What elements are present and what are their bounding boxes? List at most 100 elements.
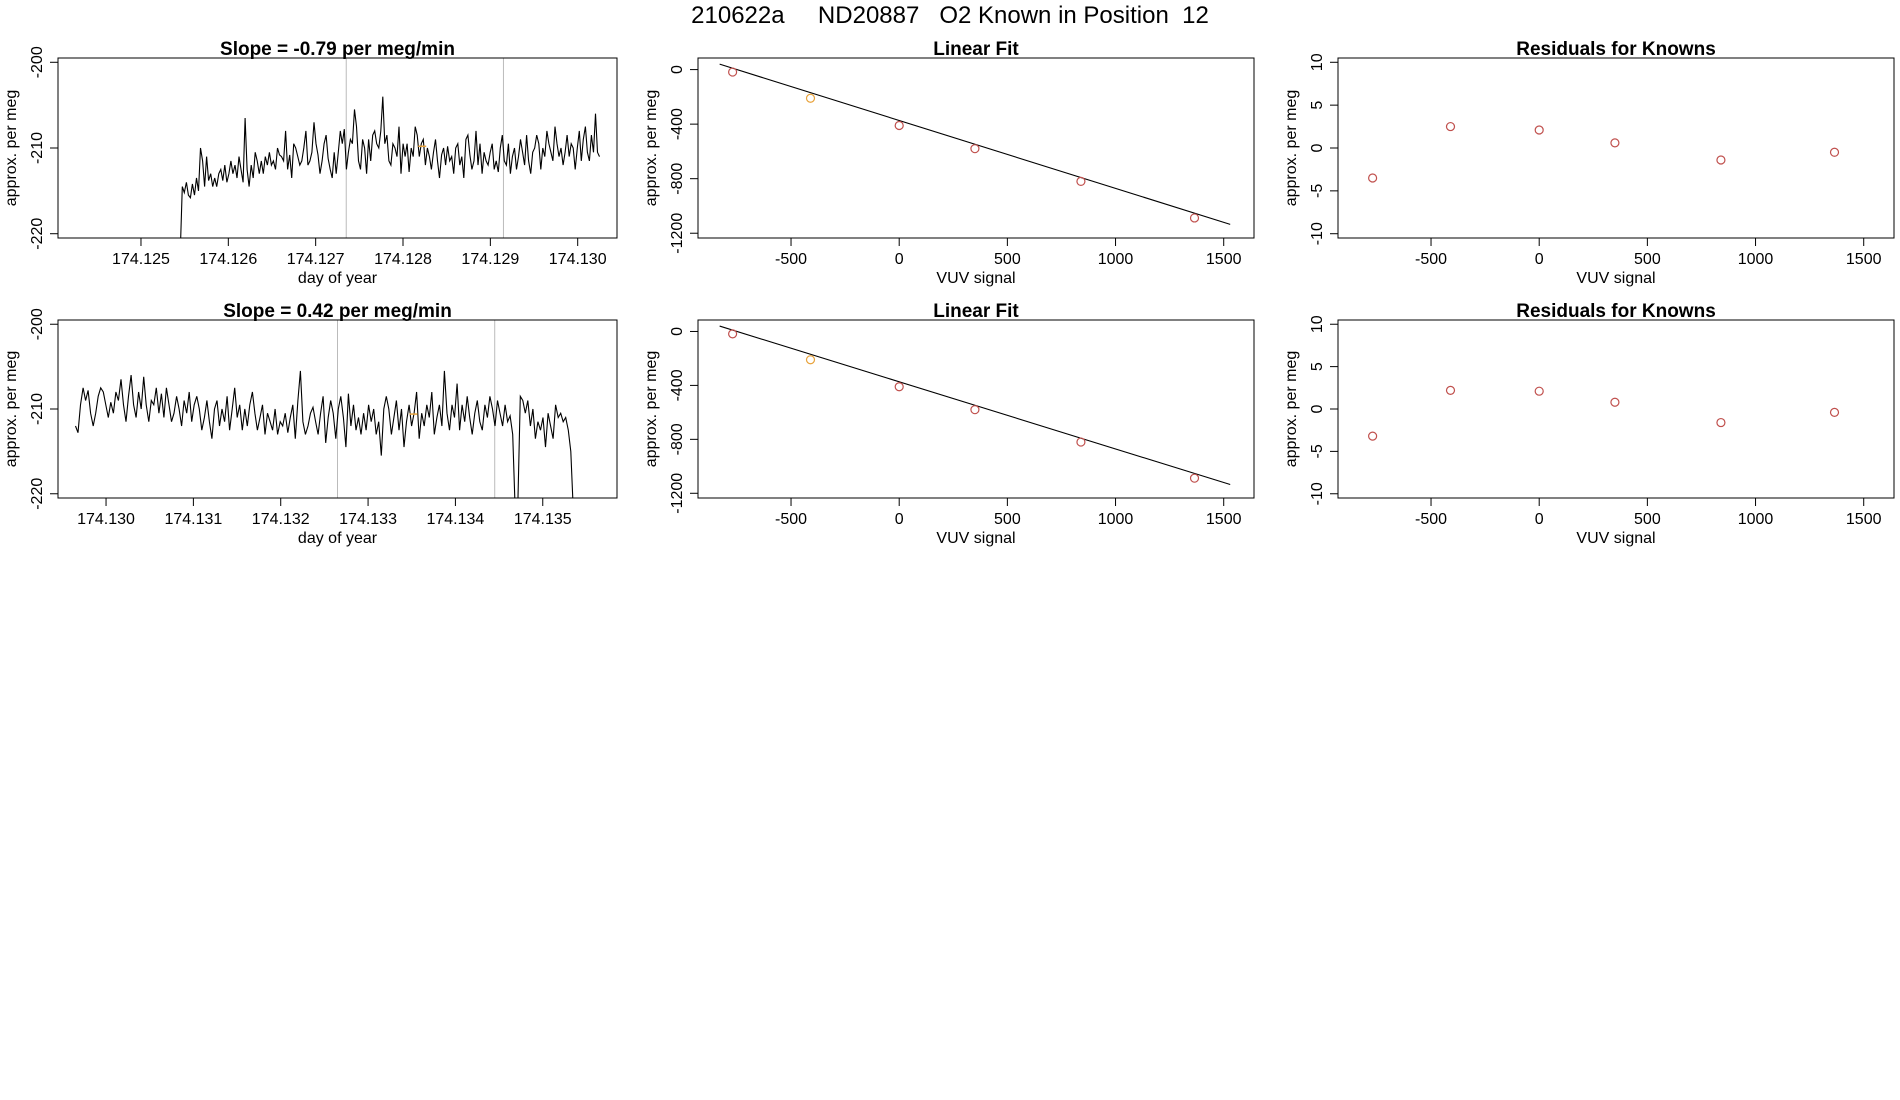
x-tick-label: -500 [1415, 511, 1447, 528]
y-tick-label: -800 [669, 163, 686, 195]
data-point [1716, 417, 1726, 428]
chart-title: Slope = -0.79 per meg/min [220, 39, 455, 60]
data-point [1189, 213, 1200, 223]
x-tick-label: 174.130 [77, 511, 135, 528]
x-tick-label: 174.130 [549, 251, 607, 268]
chart-plot-area [719, 325, 1231, 486]
x-tick-label: 174.131 [164, 511, 222, 528]
y-tick-label: -220 [29, 218, 46, 250]
y-tick-label: 10 [1309, 53, 1326, 71]
y-tick-label: -400 [669, 108, 686, 140]
y-tick-label: -400 [669, 369, 686, 401]
y-axis-label: approx. per meg [1283, 90, 1300, 207]
x-tick-label: 500 [994, 511, 1021, 528]
y-axis-label: approx. per meg [643, 351, 660, 468]
y-tick-label: -200 [29, 308, 46, 340]
x-tick-label: 174.126 [199, 251, 257, 268]
x-tick-label: 0 [1535, 251, 1544, 268]
y-tick-label: -10 [1309, 482, 1326, 505]
y-tick-label: 0 [1309, 404, 1326, 413]
x-tick-label: 0 [895, 251, 904, 268]
chart-title: Linear Fit [933, 39, 1019, 60]
data-point [1368, 173, 1378, 183]
x-tick-label: 1500 [1206, 251, 1242, 268]
data-point [1610, 138, 1620, 148]
plot-frame [1337, 57, 1895, 239]
chart-title: Residuals for Knowns [1516, 39, 1716, 60]
data-point [1445, 385, 1456, 395]
data-point [805, 355, 816, 365]
chart-panel-time-series-bottom: Slope = 0.42 per meg/min 174.130 174.131 17… [3, 301, 618, 547]
x-tick-label: 1500 [1846, 511, 1882, 528]
chart-panel-linear-fit-bottom: Linear Fit -500 0 500 1000 1500 VUV signal -120… [643, 301, 1255, 547]
y-tick-label: 0 [1309, 143, 1326, 152]
data-point [1368, 431, 1378, 441]
data-point [1534, 125, 1544, 135]
x-tick-label: 500 [1634, 511, 1661, 528]
chart-plot-area [180, 58, 600, 238]
y-tick-label: 0 [669, 327, 686, 336]
series-line [180, 96, 600, 238]
y-tick-label: -200 [29, 46, 46, 78]
data-point [805, 93, 816, 103]
y-tick-label: -220 [29, 478, 46, 510]
plot-frame [697, 319, 1255, 499]
data-point [1076, 437, 1086, 447]
x-tick-label: 1000 [1098, 251, 1134, 268]
data-point [1445, 121, 1456, 132]
x-tick-label: 1000 [1738, 251, 1774, 268]
y-tick-label: -5 [1309, 184, 1326, 198]
chart-panel-residuals-bottom: Residuals for Knowns -500 0 500 1000 1500 VUV … [1283, 301, 1895, 547]
y-tick-label: -10 [1309, 222, 1326, 245]
x-axis-label: VUV signal [1576, 270, 1655, 287]
x-axis-label: day of year [298, 530, 378, 547]
data-point [1534, 386, 1544, 396]
x-tick-label: -500 [775, 251, 807, 268]
chart-title: Residuals for Knowns [1516, 301, 1716, 322]
y-axis-label: approx. per meg [643, 90, 660, 207]
y-tick-label: -1200 [669, 213, 686, 254]
y-axis-label: approx. per meg [1283, 351, 1300, 468]
y-tick-label: 5 [1309, 101, 1326, 110]
chart-plot-area [74, 320, 574, 498]
chart-plot-area [1368, 121, 1840, 183]
y-axis-label: approx. per meg [3, 351, 20, 468]
x-axis-label: VUV signal [936, 530, 1015, 547]
x-tick-label: 174.135 [514, 511, 572, 528]
x-tick-label: 174.125 [112, 251, 170, 268]
y-tick-label: 10 [1309, 315, 1326, 333]
data-point [1829, 147, 1840, 157]
chart-title: Slope = 0.42 per meg/min [223, 301, 452, 322]
data-point [1610, 397, 1620, 407]
y-tick-label: -800 [669, 423, 686, 455]
x-tick-label: 174.134 [426, 511, 484, 528]
y-tick-label: -210 [29, 393, 46, 425]
data-point [1189, 473, 1200, 483]
chart-plot-area [1368, 385, 1840, 441]
page-title: 210622a ND20887 O2 Known in Position 12 [691, 2, 1209, 29]
data-point [970, 144, 980, 154]
data-point [894, 120, 904, 131]
x-tick-label: 174.133 [339, 511, 397, 528]
plot-frame [57, 319, 618, 499]
x-tick-label: -500 [1415, 251, 1447, 268]
y-tick-label: 0 [669, 65, 686, 74]
x-axis-label: VUV signal [1576, 530, 1655, 547]
chart-panel-time-series-top: Slope = -0.79 per meg/min 174.125 174.126 1… [3, 39, 618, 287]
data-point [1716, 155, 1726, 165]
data-point [1829, 407, 1840, 417]
y-axis-label: approx. per meg [3, 90, 20, 207]
y-tick-label: 5 [1309, 362, 1326, 371]
x-axis-label: day of year [298, 270, 378, 287]
x-tick-label: 500 [1634, 251, 1661, 268]
data-point [894, 382, 904, 392]
chart-plot-area [719, 63, 1231, 225]
x-tick-label: 1000 [1098, 511, 1134, 528]
x-tick-label: 174.129 [461, 251, 519, 268]
data-point [970, 405, 980, 415]
plot-frame [1337, 319, 1895, 499]
x-tick-label: 174.127 [287, 251, 345, 268]
series-line [74, 370, 574, 498]
y-tick-label: -210 [29, 132, 46, 164]
